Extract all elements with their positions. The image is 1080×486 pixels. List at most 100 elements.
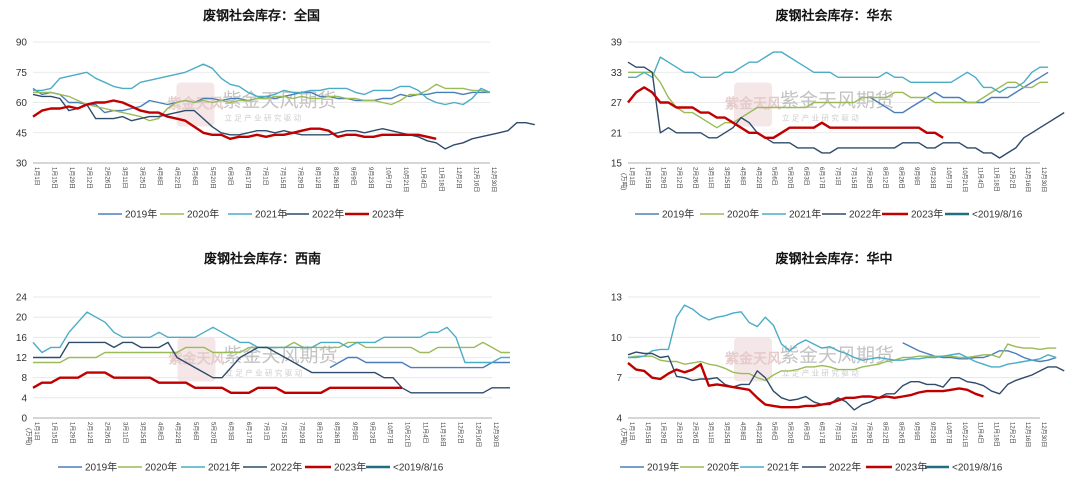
y-tick-label: 4	[21, 393, 27, 404]
x-tick-label: 1月1日	[628, 167, 635, 186]
x-tick-label: 4月8日	[739, 167, 746, 186]
x-tick-label: 8月26日	[332, 167, 339, 189]
series-line-2020	[628, 71, 1049, 129]
chart-panel-east-china: 废钢社会库存：华东 (万吨) 15 21 27 33 39 1月1日 1月15日 1月29日 2月1…	[540, 0, 1080, 243]
x-tick-label: 1月15日	[644, 422, 651, 444]
legend-label: 2021年	[789, 208, 821, 221]
x-tick-label: 1月15日	[644, 167, 651, 189]
x-tick-label: 6月17日	[244, 167, 251, 189]
x-tick-label: 9月9日	[351, 422, 358, 441]
x-tick-label: 11月4日	[421, 422, 428, 444]
chart-svg: 废钢社会库存：华中 (万吨) 4 7 10 13 1月1日 1月15日 1月29日 2月12日 2月…	[611, 251, 1065, 474]
x-tick-label: 4月8日	[739, 422, 746, 441]
x-tick-label: 12月2日	[457, 422, 464, 444]
x-tick-label: 10月7日	[945, 167, 952, 189]
x-tick-label: 11月4日	[977, 422, 984, 444]
x-tick-label: 7月1日	[263, 422, 270, 441]
x-tick-label: 5月20日	[210, 422, 217, 444]
x-tick-label: 7月15日	[279, 167, 286, 189]
chart-title: 废钢社会库存：西南	[204, 251, 321, 267]
x-tick-label: 3月11日	[121, 422, 128, 444]
series-line-2021	[33, 63, 491, 106]
series-line-2021	[628, 51, 1049, 94]
x-tick-label: 7月29日	[866, 422, 873, 444]
x-tick-label: 5月6日	[771, 422, 778, 441]
chart-svg: 废钢社会库存：西南 (万吨) 0 4 8 12 16 20 24 1月1日 1月15日 1月29日 2月…	[16, 251, 510, 474]
y-tick-label: 8	[21, 373, 27, 384]
chart-panel-central-china: 废钢社会库存：华中 (万吨) 4 7 10 13 1月1日 1月15日 1月29日 2月12日 2月…	[540, 243, 1080, 486]
y-tick-label: 45	[16, 128, 28, 139]
x-tick-label: 5月20日	[786, 422, 793, 444]
legend-label: 2019年	[85, 461, 117, 474]
x-tick-label: 1月1日	[33, 167, 40, 186]
series-line-2019	[902, 342, 1057, 363]
y-tick-label: 24	[16, 293, 28, 304]
legend-label: <2019/8/16	[952, 463, 1003, 474]
x-tick-label: 3月11日	[121, 167, 128, 189]
series-line-2020	[33, 83, 491, 122]
watermark-stamp-text: 紫金天风	[725, 96, 781, 113]
x-tick-label: 11月4日	[977, 167, 984, 189]
x-tick-label: 1月29日	[68, 167, 75, 189]
chart-title: 废钢社会库存：全国	[203, 8, 320, 24]
y-tick-label: 12	[16, 353, 28, 364]
series-line-2021	[628, 304, 1057, 368]
legend-label: 2022年	[270, 461, 302, 474]
series-line-2023	[627, 86, 944, 139]
x-tick-label: 5月6日	[192, 422, 199, 441]
x-tick-label: 4月22日	[174, 422, 181, 444]
x-tick-label: 8月12日	[315, 422, 322, 444]
x-tick-label: 3月25日	[723, 167, 730, 189]
watermark-company: 紫金天风期货	[223, 90, 337, 112]
x-tick-label: 7月1日	[262, 167, 269, 186]
series-line-2020	[627, 343, 1057, 382]
x-tick-label: 9月23日	[368, 422, 375, 444]
series-line-2019	[32, 87, 490, 114]
watermark-slogan: 立 足 产 业 研 究 驱 动	[226, 368, 303, 378]
x-tick-label: 7月29日	[297, 167, 304, 189]
watermark-stamp-text: 紫金天风	[169, 351, 225, 368]
y-tick-label: 90	[16, 38, 28, 49]
x-tick-label: 12月2日	[455, 167, 462, 189]
x-tick-label: 9月23日	[929, 422, 936, 444]
x-tick-label: 5月20日	[786, 167, 793, 189]
x-tick-label: 1月1日	[628, 422, 635, 441]
x-tick-label: 11月18日	[437, 167, 444, 192]
x-tick-label: 1月1日	[33, 422, 40, 441]
x-tick-label: 10月7日	[945, 422, 952, 444]
unit-label: (万吨)	[25, 428, 34, 445]
x-tick-label: 10月21日	[961, 422, 968, 447]
x-tick-label: 8月12日	[882, 422, 889, 444]
chart-panel-national: 废钢社会库存：全国 30 45 60 75 90 1月1日 1月15日 1月29日 2月12日 2月…	[0, 0, 540, 243]
x-tick-label: 3月25日	[138, 167, 145, 189]
x-tick-label: 4月8日	[156, 167, 163, 186]
x-tick-label: 2月26日	[691, 167, 698, 189]
watermark-slogan: 立 足 产 业 研 究 驱 动	[782, 368, 859, 378]
x-tick-label: 4月22日	[755, 422, 762, 444]
legend-label: 2019年	[647, 461, 679, 474]
x-tick-label: 11月18日	[992, 167, 999, 192]
y-tick-label: 21	[611, 128, 623, 139]
x-tick-label: 2月12日	[676, 167, 683, 189]
x-tick-label: 3月25日	[723, 422, 730, 444]
x-tick-label: 4月22日	[174, 167, 181, 189]
x-tick-label: 7月29日	[866, 167, 873, 189]
series-line-2023	[627, 361, 984, 409]
watermark-stamp	[176, 82, 215, 127]
chart-panel-southwest: 废钢社会库存：西南 (万吨) 0 4 8 12 16 20 24 1月1日 1月15日 1月29日 2月…	[0, 243, 540, 486]
x-tick-label: 9月23日	[367, 167, 374, 189]
series-line-2022	[32, 93, 535, 150]
x-tick-label: 10月21日	[402, 167, 409, 192]
watermark-slogan: 立 足 产 业 研 究 驱 动	[225, 113, 302, 123]
x-tick-label: 9月9日	[349, 167, 356, 186]
x-tick-label: 12月2日	[1008, 422, 1015, 444]
x-tick-label: 12月16日	[1024, 167, 1031, 192]
x-tick-label: 10月7日	[385, 167, 392, 189]
x-tick-label: 12月16日	[1024, 422, 1031, 447]
x-tick-label: 8月12日	[882, 167, 889, 189]
x-tick-label: 10月21日	[961, 167, 968, 192]
x-tick-label: 7月1日	[834, 167, 841, 186]
x-tick-label: 10月7日	[386, 422, 393, 444]
